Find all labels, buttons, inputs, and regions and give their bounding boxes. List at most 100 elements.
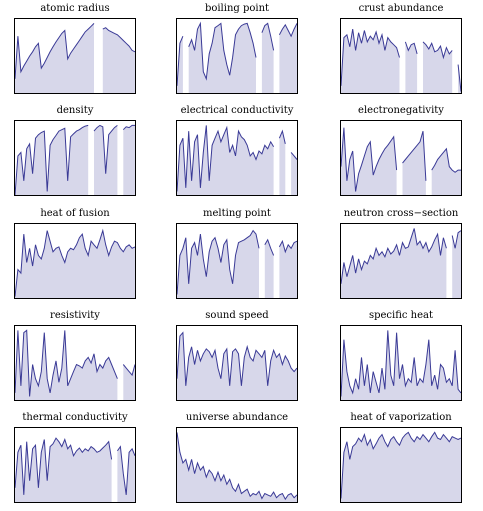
chart-panel: heat of vaporization <box>340 411 483 511</box>
area-fill <box>279 241 297 298</box>
chart-title: thermal conductivity <box>22 412 128 423</box>
chart-title: electronegativity <box>358 105 444 116</box>
plot-frame <box>14 427 136 503</box>
plot-frame <box>340 325 462 401</box>
chart-panel: density <box>14 104 164 204</box>
series-line <box>14 23 95 79</box>
series-line <box>176 229 260 295</box>
plot-frame <box>176 223 298 299</box>
series-line <box>14 228 136 297</box>
series-line <box>451 230 462 249</box>
area-fill <box>15 125 89 195</box>
chart-title: specific heat <box>368 310 434 321</box>
series-line <box>340 431 462 499</box>
area-fill <box>177 125 274 195</box>
series-line <box>176 125 275 192</box>
series-line <box>264 238 275 256</box>
plot-frame <box>176 120 298 196</box>
plot-area <box>14 18 136 94</box>
plot-area <box>176 325 298 401</box>
area-fill <box>423 41 453 93</box>
chart-panel: electrical conductivity <box>176 104 326 204</box>
area-fill <box>15 23 94 93</box>
chart-title: heat of vaporization <box>350 412 452 423</box>
plot-frame <box>340 18 462 94</box>
plot-area <box>340 223 462 299</box>
series-line <box>457 64 462 92</box>
chart-title: resistivity <box>50 310 100 321</box>
area-fill <box>94 125 118 195</box>
series-line <box>278 129 286 145</box>
chart-title: crust abundance <box>358 3 444 14</box>
plot-area <box>340 18 462 94</box>
series-line <box>278 239 298 254</box>
area-fill <box>15 438 112 502</box>
plot-frame <box>176 18 298 94</box>
plot-frame <box>176 427 298 503</box>
area-fill <box>291 152 297 195</box>
plot-area <box>340 120 462 196</box>
area-fill <box>405 41 418 93</box>
area-fill <box>341 29 400 94</box>
plot-area <box>176 427 298 503</box>
chart-panel: crust abundance <box>340 2 483 102</box>
plot-frame <box>14 325 136 401</box>
chart-panel: melting point <box>176 207 326 307</box>
chart-title: atomic radius <box>40 3 110 14</box>
chart-title: sound speed <box>205 310 269 321</box>
series-line <box>188 21 257 81</box>
area-fill <box>341 228 447 298</box>
area-fill <box>279 131 286 195</box>
series-line <box>14 437 113 495</box>
chart-panel: atomic radius <box>14 2 164 102</box>
area-fill <box>123 125 135 195</box>
chart-title: neutron cross−section <box>343 208 459 219</box>
series-line <box>122 364 136 377</box>
chart-panel: neutron cross−section <box>340 207 483 307</box>
area-fill <box>177 432 297 502</box>
series-line <box>340 29 400 86</box>
chart-panel: electronegativity <box>340 104 483 204</box>
series-line <box>340 127 398 192</box>
plot-area <box>340 427 462 503</box>
chart-title: boiling point <box>204 3 270 14</box>
series-line <box>340 228 447 284</box>
area-fill <box>188 23 256 93</box>
area-fill <box>402 131 426 195</box>
series-line <box>93 124 118 174</box>
chart-title: melting point <box>203 208 271 219</box>
plot-frame <box>176 325 298 401</box>
area-fill <box>341 330 461 400</box>
series-line <box>176 36 184 86</box>
chart-panel: universe abundance <box>176 411 326 511</box>
series-line <box>14 124 89 196</box>
area-fill <box>264 239 274 298</box>
area-fill <box>341 432 461 502</box>
series-line <box>176 331 298 386</box>
series-line <box>14 329 118 397</box>
chart-panel: thermal conductivity <box>14 411 164 511</box>
plot-area <box>14 120 136 196</box>
chart-title: universe abundance <box>185 412 289 423</box>
area-fill <box>177 36 183 93</box>
area-fill <box>123 364 135 400</box>
series-line <box>176 432 298 501</box>
plot-area <box>176 120 298 196</box>
chart-panel: heat of fusion <box>14 207 164 307</box>
plot-frame <box>340 120 462 196</box>
area-fill <box>431 148 461 195</box>
series-line <box>116 445 136 495</box>
plot-area <box>176 223 298 299</box>
series-line <box>340 330 462 397</box>
plot-area <box>14 325 136 401</box>
series-line <box>290 152 298 160</box>
area-fill <box>15 230 135 298</box>
chart-panel: boiling point <box>176 2 326 102</box>
series-line <box>102 27 136 53</box>
series-line <box>278 23 298 38</box>
plot-frame <box>340 223 462 299</box>
chart-panel: resistivity <box>14 309 164 409</box>
area-fill <box>261 23 274 93</box>
chart-panel: sound speed <box>176 309 326 409</box>
